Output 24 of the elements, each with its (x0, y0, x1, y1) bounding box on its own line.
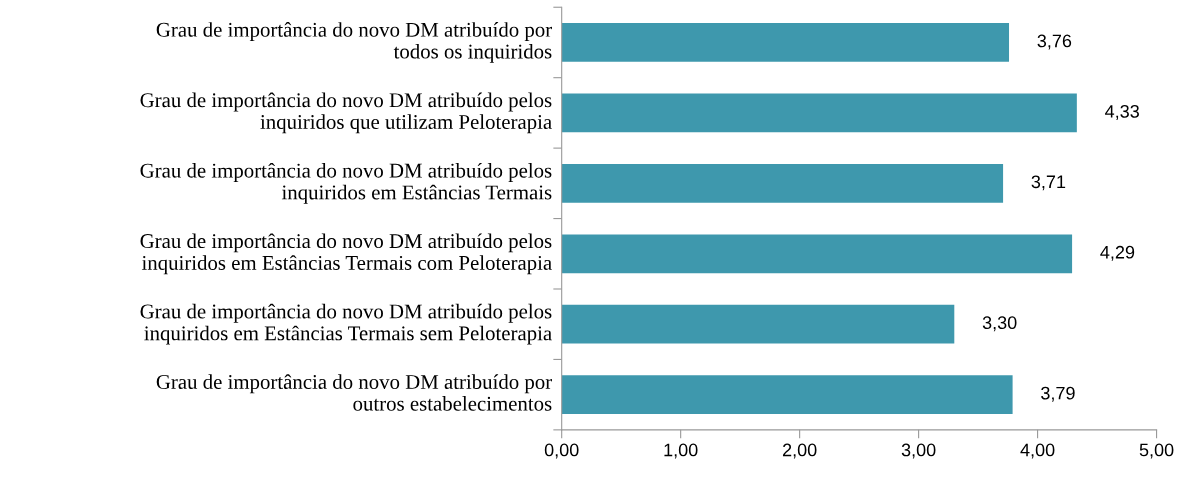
data-label: 3,30 (982, 316, 1017, 332)
x-tick-label: 4,00 (1020, 443, 1055, 459)
bar (561, 23, 1010, 62)
bar (561, 375, 1013, 415)
bar (561, 93, 1077, 133)
data-label: 3,79 (1041, 386, 1075, 402)
y-tick-label: Grau de importância do novo DM atribuído por outros estabelecimentos (156, 374, 552, 411)
data-label: 4,29 (1100, 245, 1135, 261)
data-label: 4,33 (1105, 104, 1139, 120)
data-label: 3,76 (1037, 34, 1072, 50)
y-tick-label: Grau de importância do novo DM atribuído pelos inquiridos em Estâncias Termais com Peloterapia (140, 233, 552, 275)
x-tick-label: 0,00 (544, 443, 579, 459)
y-tick-label: Grau de importância do novo DM atribuído por todos os inquiridos (156, 22, 552, 63)
y-tick-label: Grau de importância do novo DM atribuído pelos inquiridos que utilizam Peloterapia (140, 92, 552, 134)
y-tick-label: Grau de importância do novo DM atribuído pelos inquiridos em Estâncias Termais sem Peloterapia (140, 303, 552, 345)
x-tick-label: 2,00 (782, 443, 817, 459)
x-tick-label: 1,00 (664, 443, 698, 459)
y-tick-label: Grau de importância do novo DM atribuído pelos inquiridos em Estâncias Termais (140, 162, 552, 204)
bar (561, 163, 1004, 203)
bar (561, 304, 955, 344)
x-tick-label: 3,00 (901, 443, 936, 459)
bar (561, 234, 1073, 274)
data-label: 3,71 (1031, 175, 1066, 191)
x-tick-label: 5,00 (1139, 443, 1174, 459)
